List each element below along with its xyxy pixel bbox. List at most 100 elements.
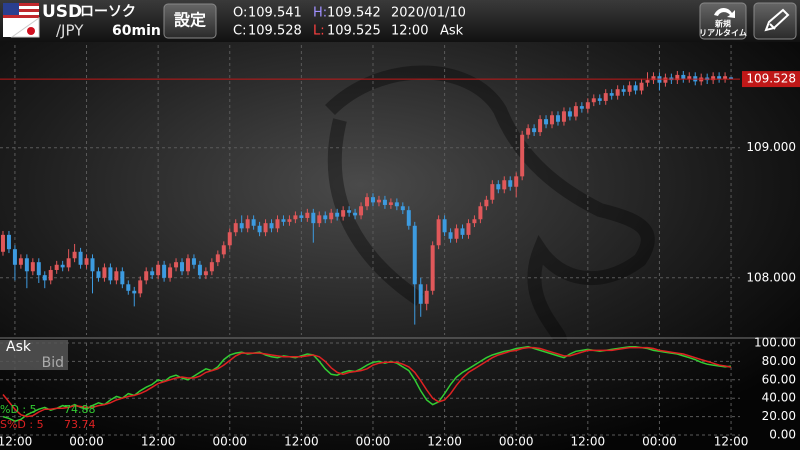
- candle-body: [311, 212, 316, 224]
- candle-body: [436, 219, 441, 246]
- candle-body: [180, 262, 185, 272]
- candle-body: [681, 74, 686, 79]
- candle-body: [406, 210, 411, 226]
- settings-label[interactable]: 設定: [174, 11, 206, 30]
- candle-body: [24, 258, 29, 272]
- price-toggle-bg[interactable]: [0, 340, 68, 370]
- candle-body: [102, 267, 107, 278]
- candle-body: [490, 184, 495, 200]
- candle-body: [263, 223, 268, 233]
- candle-body: [6, 234, 11, 250]
- candle-body: [251, 219, 256, 226]
- watermark: [325, 65, 655, 342]
- candle-body: [347, 210, 352, 213]
- settings-button-bg[interactable]: [163, 3, 217, 39]
- candle-body: [60, 264, 65, 268]
- candle-body: [126, 284, 131, 291]
- y-tick-label: 109.000: [746, 140, 796, 154]
- candle-body: [711, 76, 716, 81]
- open-label: O:: [233, 6, 247, 21]
- candle-body: [108, 267, 113, 281]
- candle-body: [382, 199, 387, 205]
- candle-body: [448, 232, 453, 239]
- candle-body: [508, 180, 513, 187]
- candle-body: [418, 284, 423, 304]
- chart-kind: ローソク: [80, 4, 136, 20]
- current-price-label: 109.528: [746, 72, 796, 86]
- candle-body: [394, 202, 399, 207]
- candle-body: [168, 267, 173, 278]
- candle-body: [30, 262, 35, 272]
- y-tick-label: 60.00: [762, 372, 796, 386]
- x-tick-label: 12:00: [427, 435, 462, 449]
- candle-body: [639, 82, 644, 91]
- candle-body: [567, 111, 572, 117]
- high-label: H:: [313, 6, 327, 21]
- candle-body: [460, 228, 465, 235]
- pen-icon[interactable]: [764, 8, 790, 32]
- draw-tool-button[interactable]: [753, 2, 797, 40]
- plot-layer: 12:00 00:00 12:00 00:00 12:00 00:00 12:00 00:00…: [0, 45, 800, 449]
- candle-body: [215, 254, 220, 263]
- candle-body: [633, 85, 638, 91]
- candle-body: [78, 251, 83, 265]
- draw-tool-bg[interactable]: [753, 2, 797, 40]
- candle-body: [197, 264, 202, 276]
- candle-body: [717, 76, 722, 79]
- candle-body: [84, 258, 89, 265]
- settings-button[interactable]: 設定: [163, 3, 217, 39]
- candle-body: [335, 212, 340, 217]
- candle-body: [424, 290, 429, 304]
- candle-body: [275, 219, 280, 229]
- candle-body: [359, 206, 364, 216]
- chart-background: [0, 42, 800, 450]
- x-tick-label: 00:00: [499, 435, 534, 449]
- candle-body: [651, 76, 656, 81]
- new-order-button[interactable]: 新規 リアルタイム: [699, 2, 747, 40]
- candle-body: [90, 258, 95, 272]
- new-order-label[interactable]: 新規: [714, 19, 731, 29]
- x-tick-label: 12:00: [0, 435, 32, 449]
- candle-body: [353, 212, 358, 216]
- realtime-label[interactable]: リアルタイム: [699, 28, 747, 38]
- legend-entry: S%D : 5: [0, 418, 44, 431]
- candle-body: [191, 258, 196, 265]
- candle-body: [729, 77, 734, 80]
- candle-body: [687, 76, 692, 79]
- candle-body: [299, 215, 304, 218]
- candle-body: [233, 223, 238, 233]
- candle-body: [0, 234, 5, 252]
- candle-body: [185, 258, 190, 272]
- candle-body: [520, 134, 525, 177]
- candle-body: [472, 219, 477, 224]
- candle-body: [526, 128, 531, 135]
- price-toggle[interactable]: Ask Bid: [0, 339, 68, 371]
- high-value: 109.542: [327, 6, 381, 21]
- header-bar: [0, 0, 800, 42]
- pair-quote: /JPY: [56, 22, 84, 40]
- candle-body: [603, 93, 608, 101]
- candle-body: [72, 251, 77, 259]
- candle-body: [203, 271, 208, 276]
- current-price-tag: [742, 71, 800, 88]
- candle-body: [621, 89, 626, 92]
- candle-body: [514, 176, 519, 187]
- toggle-bid[interactable]: Bid: [42, 355, 64, 371]
- candle-body: [376, 199, 381, 203]
- candle-body: [305, 212, 310, 218]
- candle-body: [388, 202, 393, 205]
- candle-body: [597, 98, 602, 101]
- y-tick-label: 40.00: [762, 391, 796, 405]
- candle-body: [269, 223, 274, 229]
- candle-body: [502, 180, 507, 190]
- candle-body: [227, 232, 232, 246]
- candle-body: [221, 245, 226, 255]
- candle-body: [329, 212, 334, 220]
- x-tick-label: 12:00: [284, 435, 319, 449]
- new-order-icon[interactable]: [714, 7, 735, 18]
- y-tick-label: 80.00: [762, 354, 796, 368]
- toggle-ask[interactable]: Ask: [6, 339, 32, 355]
- x-tick-label: 12:00: [141, 435, 176, 449]
- candle-body: [174, 262, 179, 268]
